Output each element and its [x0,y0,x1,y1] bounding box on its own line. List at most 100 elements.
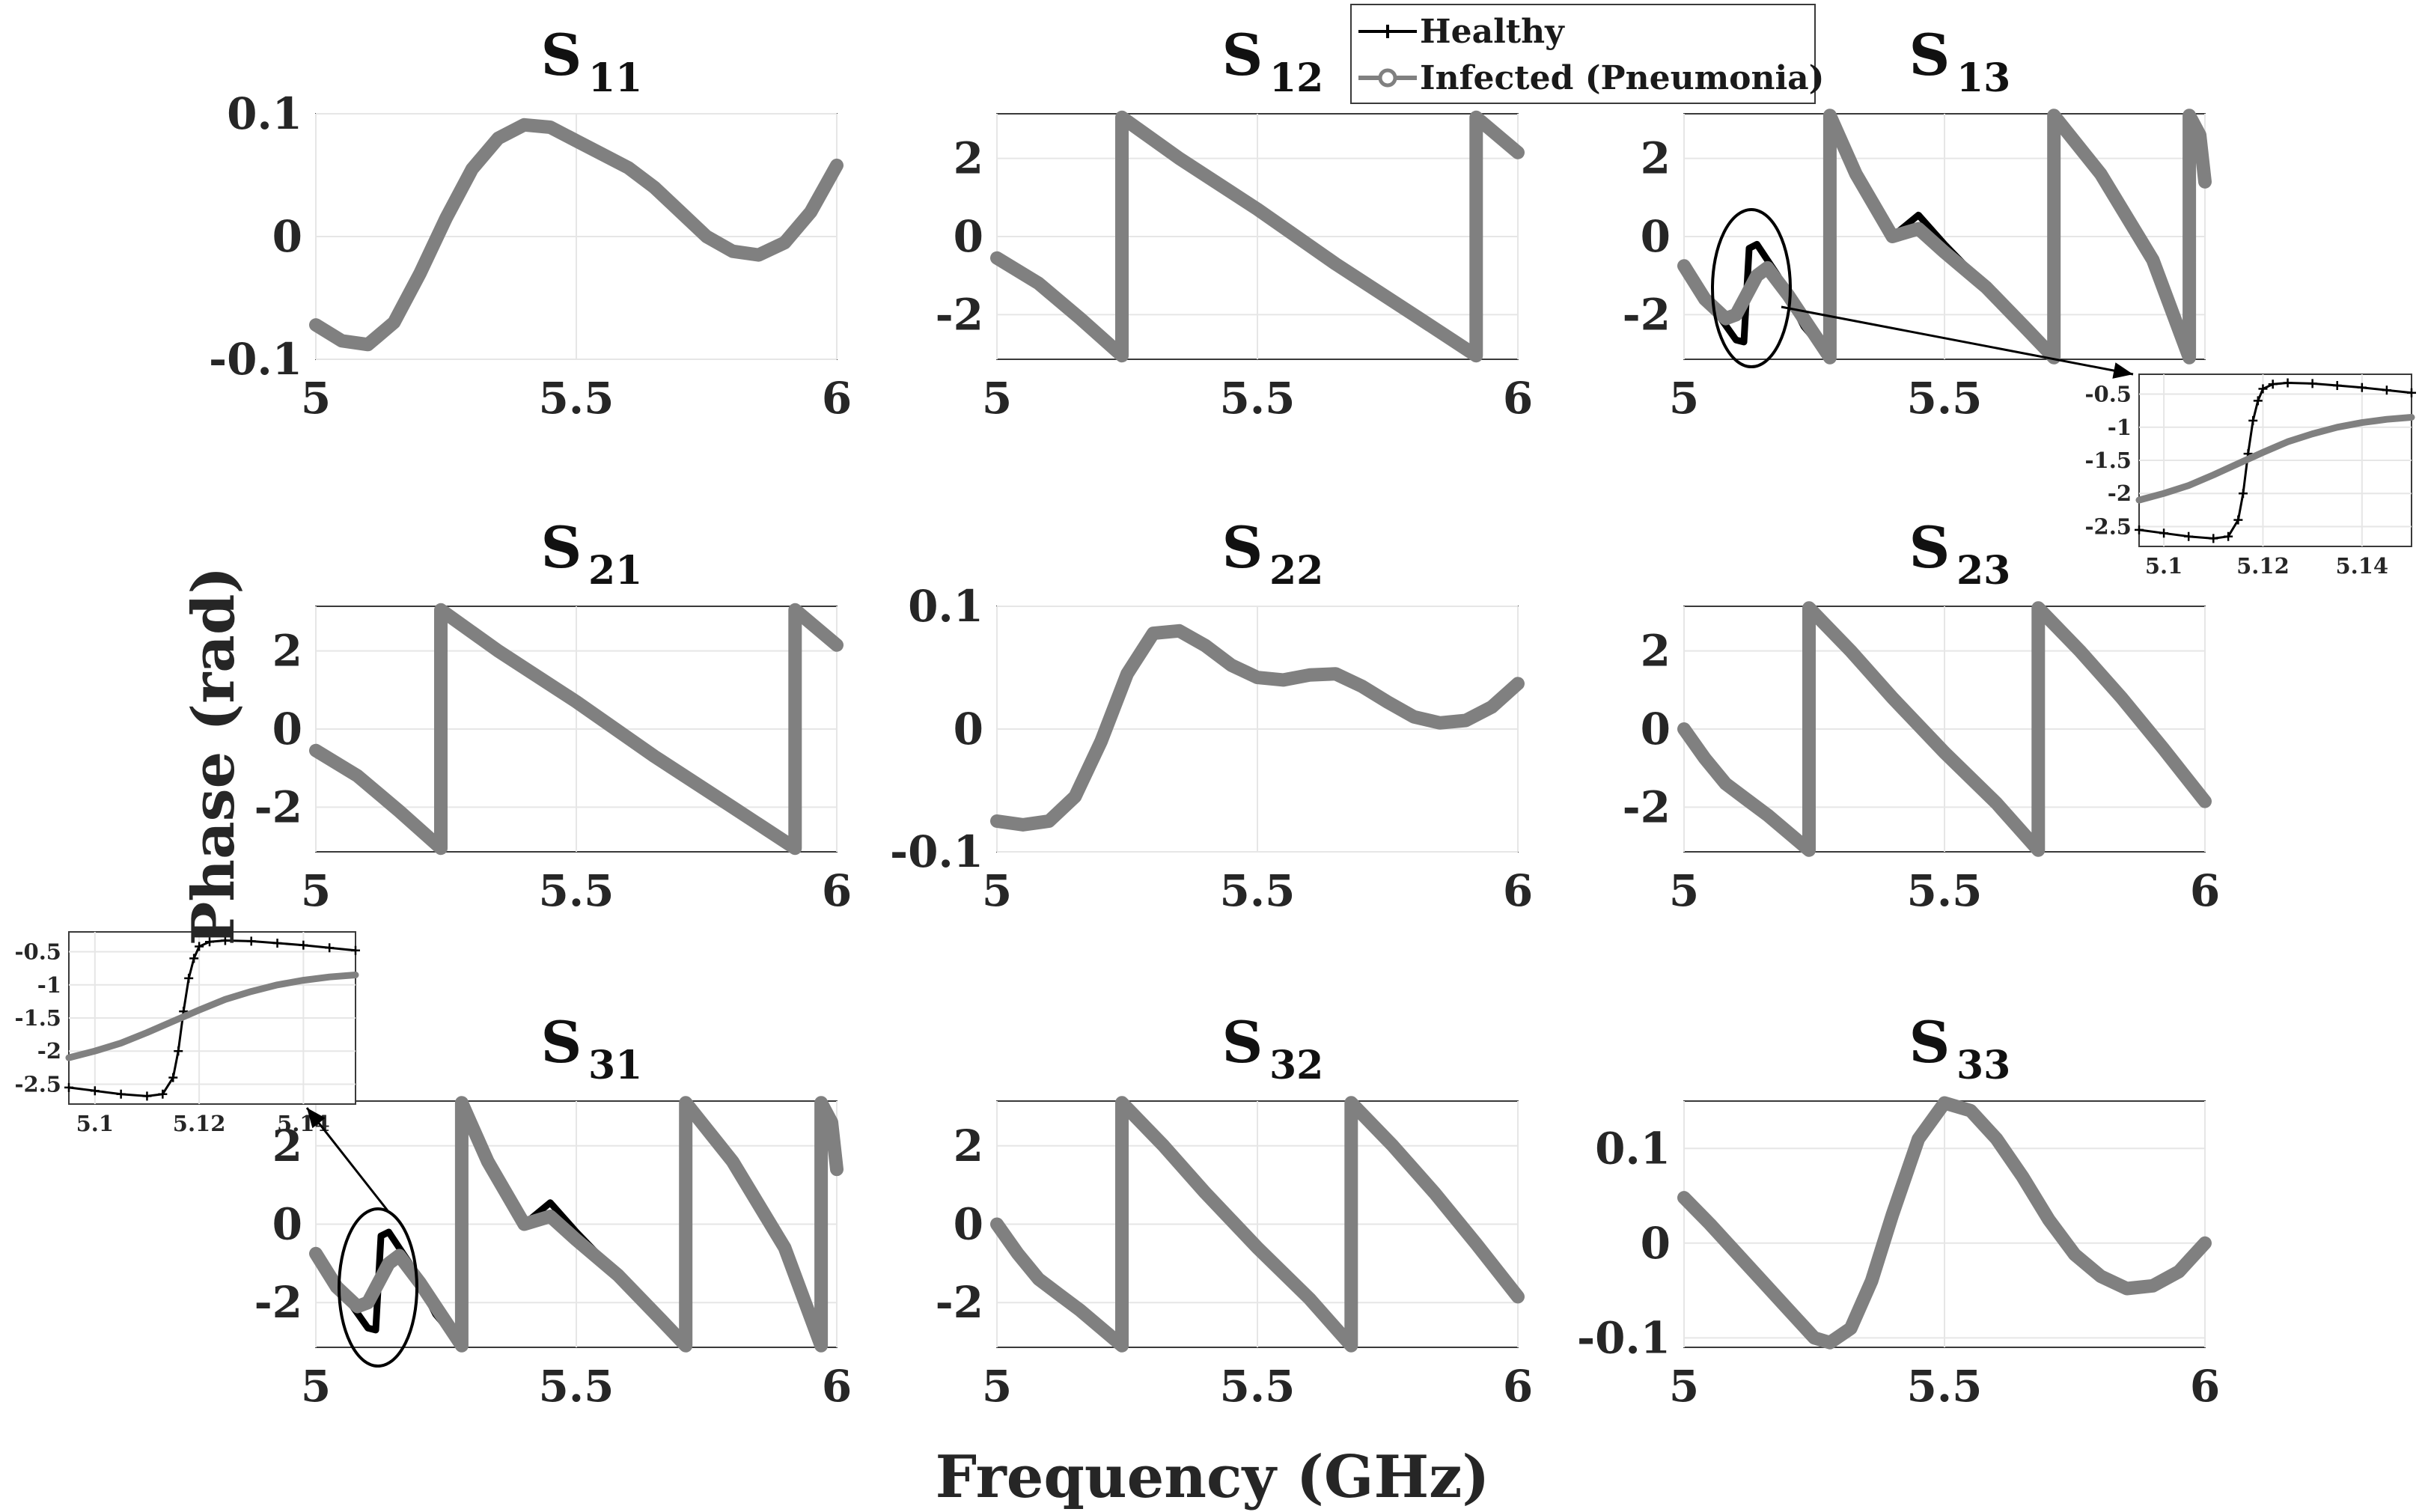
marker-healthy [195,942,204,951]
legend-label-infected: Infected (Pneumonia) [1420,59,1825,97]
x-tick-label: 5.5 [539,1361,614,1412]
series-line-infected [65,972,359,1061]
marker-healthy [2209,534,2218,543]
y-tick-label: 0 [272,704,302,755]
y-tick-label: -2 [1623,781,1671,832]
grid [1683,114,2206,359]
marker-healthy [299,940,308,950]
x-tick-label: 6 [1503,1361,1533,1412]
y-tick-label: -0.1 [1577,1312,1671,1363]
series-line-infected [990,110,1525,363]
y-tick-label: -2 [936,1277,983,1328]
y-tick-label: 0 [1641,704,1671,755]
panel-title: S [1222,514,1263,581]
series-healthy [2135,378,2416,543]
marker-healthy [2283,378,2293,388]
legend-marker-infected [1378,68,1397,88]
marker-healthy [205,937,215,947]
y-tick-label: -0.1 [890,826,983,877]
x-tick-label: 5.1 [2145,553,2182,579]
zoom-annotation-s31 [305,1107,418,1368]
panel-title: S [1909,1009,1950,1076]
x-tick-label: 6 [822,1361,852,1412]
marker-healthy [2258,384,2268,394]
y-tick-label: 2 [272,1121,302,1171]
marker-healthy [2253,396,2263,406]
x-tick-label: 5 [982,373,1012,424]
panel-s23: 5 5.5 6 -2 0 2 S 23 [1623,514,2221,916]
series-line-infected [1677,601,2212,857]
marker-healthy [64,1082,73,1092]
x-tick-label: 5.5 [1907,373,1983,424]
y-tick-label: -0.1 [209,334,302,385]
marker-healthy [2248,415,2258,425]
marker-healthy [2332,381,2342,391]
y-axis-label: Phase (rad) [180,567,248,946]
y-tick-label: 0 [1641,211,1671,262]
panel-title-subscript: 12 [1269,55,1323,101]
x-tick-label: 5.1 [76,1111,114,1136]
x-tick-label: 5.5 [1220,1361,1296,1412]
y-tick-label: 0 [272,1199,302,1250]
panel-title-subscript: 13 [1956,55,2010,101]
zoom-ellipse [1711,208,1792,368]
marker-healthy [246,936,256,946]
marker-healthy [174,1046,183,1056]
y-tick-label: -1.5 [2085,448,2132,473]
marker-healthy [2357,382,2367,392]
series-infected [2135,414,2415,504]
y-tick-label: -2 [2108,481,2132,506]
zoom-arrowhead [307,1108,326,1129]
panel-title-subscript: 11 [588,55,642,101]
series-line-infected [309,1096,844,1353]
y-tick-label: 0 [954,211,983,262]
grid [69,932,356,1104]
y-tick-label: 2 [954,1121,983,1171]
x-tick-label: 5.14 [2335,553,2388,579]
series-healthy [64,936,360,1101]
y-tick-label: 0 [954,704,983,755]
series-infected [1677,601,2212,857]
series-infected [990,624,1525,832]
series-line-infected [309,603,844,856]
zoom-ellipse [338,1207,418,1368]
marker-healthy [2224,531,2233,541]
x-tick-label: 6 [2190,865,2220,916]
zoom-annotations [305,208,2134,1368]
legend-box [1350,4,1816,104]
panel-title-subscript: 21 [588,548,642,594]
x-tick-label: 5 [982,1361,1012,1412]
marker-healthy [2135,525,2144,534]
series-infected [990,1096,1525,1353]
panel-s33: 5 5.5 6 -0.1 0 0.1 S 33 [1577,1009,2220,1412]
series-infected [990,110,1525,363]
panel-title: S [1909,22,1950,88]
y-tick-label: -2 [254,1277,302,1328]
grid [2139,374,2412,546]
x-tick-label: 5 [982,865,1012,916]
y-tick-label: -2 [254,781,302,832]
marker-healthy [351,945,360,955]
y-tick-label: -2.5 [2085,513,2132,539]
y-tick-label: -2 [37,1038,61,1064]
x-tick-label: 5.5 [1220,865,1296,916]
x-tick-label: 5 [1669,373,1699,424]
marker-healthy [2268,379,2278,389]
y-tick-label: 2 [272,626,302,677]
panel-title: S [1222,1009,1263,1076]
marker-healthy [2184,531,2194,541]
marker-healthy [325,943,335,953]
x-tick-label: 5 [301,373,331,424]
y-tick-label: -1.5 [15,1005,62,1031]
y-tick-label: -2 [1623,289,1671,340]
x-tick-label: 6 [2190,1361,2220,1412]
marker-healthy [189,954,199,963]
x-tick-label: 5 [1669,865,1699,916]
y-tick-label: -1 [2108,415,2132,440]
y-tick-label: 0.1 [1595,1123,1671,1174]
x-tick-label: 5.5 [1907,1361,1983,1412]
y-tick-label: -2 [936,289,983,340]
x-tick-label: 5 [301,1361,331,1412]
